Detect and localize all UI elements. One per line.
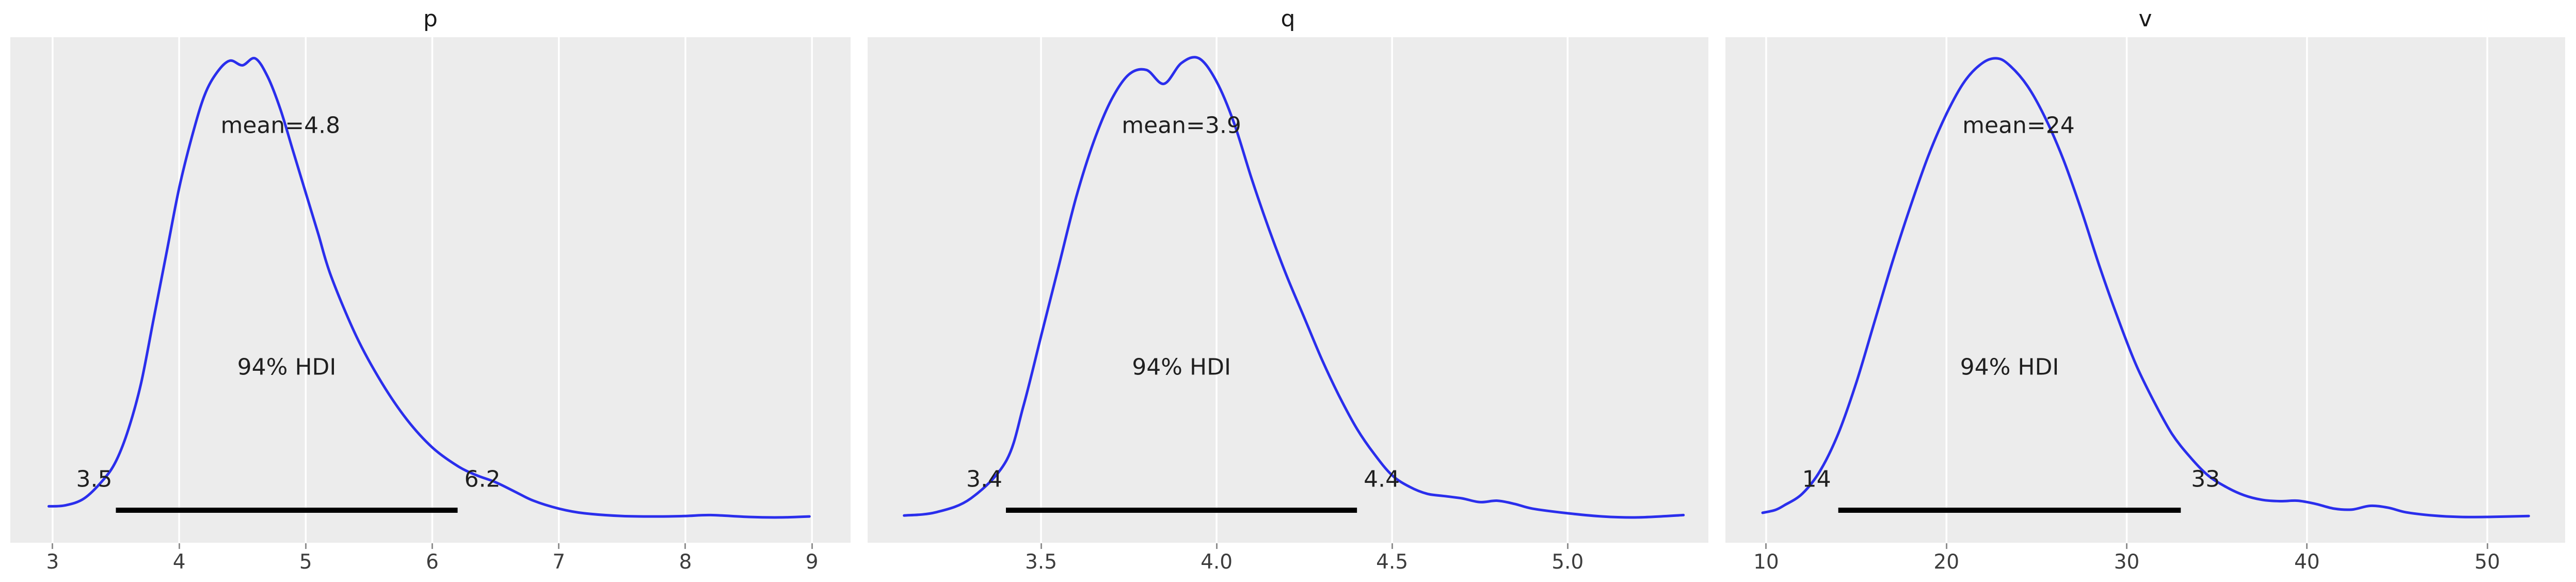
x-tick-mark — [1391, 543, 1393, 549]
hdi-label: 94% HDI — [1960, 354, 2059, 381]
x-tick-mark — [178, 543, 180, 549]
posterior-panel-v: mean=24 94% HDI 14 33 10 20 30 40 50 — [1725, 37, 2565, 574]
hdi-endpoint-label-low: 3.5 — [76, 466, 113, 493]
panel-background — [10, 37, 851, 543]
x-tick-label: 4.0 — [1201, 550, 1233, 574]
x-tick-label: 6 — [426, 550, 439, 574]
kde-curve — [1761, 57, 2530, 518]
x-tick-mark — [1040, 543, 1042, 549]
hdi-endpoint-label-high: 4.4 — [1364, 466, 1400, 493]
hdi-label: 94% HDI — [237, 354, 337, 381]
x-tick-mark — [684, 543, 686, 549]
kde-curve — [903, 56, 1685, 519]
x-tick-mark — [811, 543, 813, 549]
x-tick-mark — [2126, 543, 2128, 549]
x-tick-mark — [1215, 543, 1218, 549]
hdi-endpoint-label-high: 6.2 — [464, 466, 501, 493]
x-tick-label: 3 — [46, 550, 59, 574]
x-tick-label: 10 — [1753, 550, 1779, 574]
x-tick-label: 3.5 — [1025, 550, 1058, 574]
plot-title: v — [2138, 5, 2152, 32]
x-tick-label: 5 — [299, 550, 312, 574]
mean-label: mean=24 — [1962, 112, 2075, 139]
kde-curve — [47, 57, 811, 519]
posterior-panel-q: mean=3.9 94% HDI 3.4 4.4 3.5 4.0 4.5 5.0 — [868, 37, 1708, 574]
x-tick-mark — [2486, 543, 2488, 549]
x-tick-label: 4 — [172, 550, 186, 574]
x-tick-label: 8 — [679, 550, 692, 574]
x-tick-mark — [1566, 543, 1569, 549]
hdi-label: 94% HDI — [1132, 354, 1231, 381]
posterior-panel-p: mean=4.8 94% HDI 3.5 6.2 3 4 5 6 7 8 9 — [10, 37, 851, 574]
x-tick-label: 9 — [805, 550, 819, 574]
x-tick-label: 5.0 — [1551, 550, 1584, 574]
panel-canvas — [1761, 37, 2530, 543]
x-tick-mark — [305, 543, 307, 549]
x-tick-mark — [431, 543, 434, 549]
panel-canvas — [47, 37, 813, 543]
x-tick-label: 50 — [2474, 550, 2500, 574]
hdi-endpoint-label-low: 3.4 — [966, 466, 1002, 493]
x-tick-label: 30 — [2114, 550, 2140, 574]
panel-background — [1725, 37, 2565, 543]
x-tick-label: 7 — [552, 550, 566, 574]
mean-label: mean=3.9 — [1122, 112, 1241, 139]
hdi-endpoint-label-high: 33 — [2191, 466, 2220, 493]
x-tick-mark — [1765, 543, 1767, 549]
x-tick-mark — [52, 543, 54, 549]
x-tick-mark — [1945, 543, 1947, 549]
panel-canvas — [903, 37, 1685, 543]
hdi-endpoint-label-low: 14 — [1802, 466, 1831, 493]
x-tick-mark — [558, 543, 560, 549]
mean-label: mean=4.8 — [220, 112, 341, 139]
x-tick-mark — [2306, 543, 2308, 549]
plot-title: p — [423, 5, 438, 32]
x-tick-label: 4.5 — [1376, 550, 1409, 574]
x-tick-label: 20 — [1933, 550, 1960, 574]
x-tick-label: 40 — [2294, 550, 2320, 574]
plot-title: q — [1281, 5, 1295, 32]
